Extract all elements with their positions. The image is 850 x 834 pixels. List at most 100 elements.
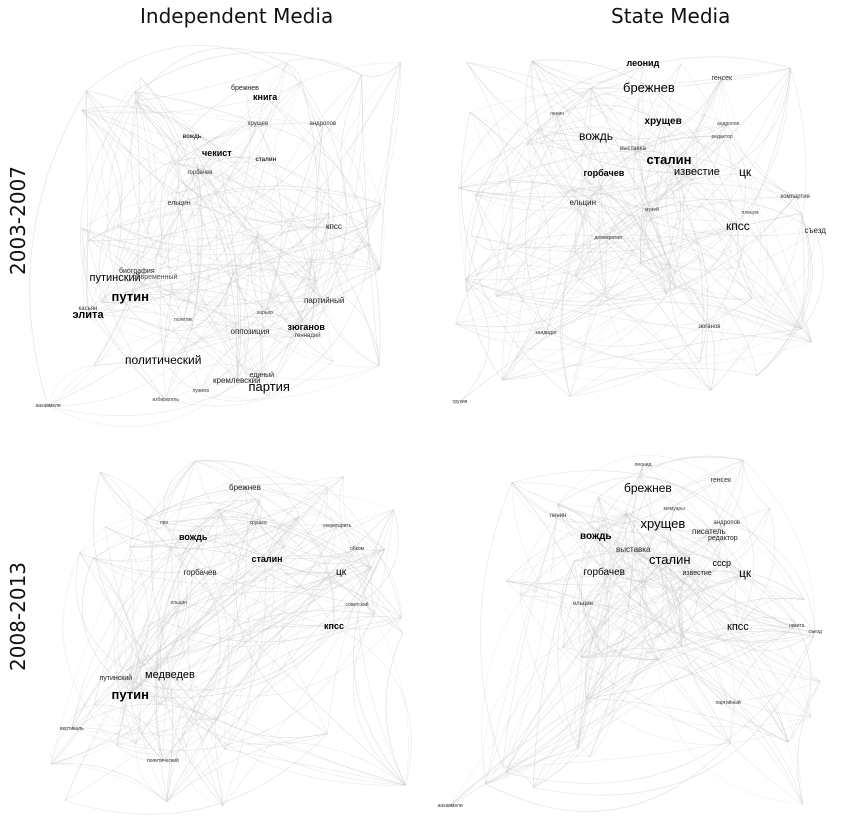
network-edge — [169, 674, 406, 786]
network-edge — [71, 724, 224, 806]
network-edge — [603, 572, 816, 642]
network-edge — [88, 239, 164, 361]
network-edge — [466, 135, 597, 291]
network-edge — [449, 508, 675, 807]
network-edge — [126, 670, 190, 721]
network-edge — [647, 487, 798, 627]
network-edge — [801, 230, 824, 329]
network-edge — [495, 296, 812, 343]
network-edge — [135, 743, 224, 806]
network-edge — [557, 515, 746, 575]
network-edge — [526, 86, 650, 145]
network-edge — [533, 562, 723, 788]
network-edge — [215, 476, 344, 806]
network-edge — [455, 287, 677, 351]
network-edge — [455, 269, 664, 324]
network-edge — [257, 499, 261, 524]
network-edge — [632, 531, 710, 566]
network-edge — [92, 499, 261, 562]
network-edge — [81, 228, 103, 303]
network-edge — [85, 308, 89, 316]
network-edge — [574, 657, 582, 750]
network-edge — [562, 646, 731, 743]
network-edge — [511, 482, 602, 537]
network-edge — [244, 487, 372, 568]
network-edge — [182, 719, 190, 746]
network-edge — [736, 225, 803, 330]
network-edge — [737, 597, 805, 628]
node-label: цк — [739, 566, 752, 580]
network-edge — [466, 62, 512, 297]
network-edge — [465, 279, 753, 347]
node-label: вождь — [580, 531, 612, 542]
network-edge — [633, 464, 644, 583]
network-edge — [581, 87, 607, 298]
network-edge — [162, 273, 234, 361]
network-edge — [170, 123, 259, 194]
network-edge — [71, 703, 218, 730]
network-edge — [188, 604, 358, 721]
network-edge — [88, 240, 167, 401]
network-edge — [87, 288, 309, 337]
node-label: съезд — [804, 226, 826, 235]
network-edge — [526, 126, 670, 160]
network-edge — [135, 100, 367, 227]
network-edge — [511, 482, 688, 557]
network-edge — [557, 504, 821, 682]
network-edge — [641, 582, 659, 660]
network-edge — [188, 528, 224, 806]
node-label: геннадий — [295, 333, 321, 339]
network-edge — [100, 471, 202, 532]
network-edge — [511, 482, 658, 660]
network-edge — [123, 81, 302, 293]
network-edge — [115, 677, 406, 786]
network-edge — [81, 110, 172, 194]
network-edge — [639, 604, 659, 660]
network-edge — [545, 171, 746, 334]
network-edge — [170, 81, 302, 194]
network-edge — [577, 575, 689, 750]
network-edge — [71, 704, 95, 730]
network-edge — [582, 136, 723, 208]
network-edge — [603, 136, 723, 174]
network-edge — [195, 460, 372, 568]
network-edge — [605, 288, 712, 391]
network-edge — [641, 63, 682, 295]
network-edge — [591, 67, 791, 89]
network-edge — [51, 674, 171, 765]
network-edge — [163, 518, 404, 634]
network-edge — [502, 742, 731, 767]
network-edges — [449, 455, 821, 812]
node-label: кпсс — [326, 222, 342, 231]
network-edge — [598, 497, 641, 605]
network-edge — [505, 522, 728, 773]
network-edge — [224, 571, 266, 750]
network-edge — [574, 121, 664, 277]
network-edge — [81, 90, 88, 111]
network-edge — [129, 619, 164, 762]
network-edge — [519, 522, 664, 596]
network-edge — [340, 548, 385, 574]
network-edge — [531, 60, 573, 190]
network-edge — [668, 158, 704, 363]
network-edge — [581, 528, 612, 658]
network-edge — [134, 52, 362, 92]
network-edge — [264, 312, 309, 337]
node-label: горбачев — [583, 567, 625, 578]
network-edge — [50, 704, 95, 765]
network-edge — [138, 545, 285, 661]
network-edge — [244, 487, 403, 634]
network-edge — [469, 92, 802, 214]
network-edge — [86, 239, 162, 316]
network-edge — [572, 77, 723, 190]
network-edge — [123, 225, 367, 293]
network-edge — [129, 546, 149, 695]
network-edge — [169, 572, 342, 676]
network-edge — [458, 187, 476, 196]
network-edge — [640, 263, 803, 330]
network-edge — [585, 698, 812, 745]
network-edge — [726, 522, 816, 633]
network-edge — [684, 638, 804, 805]
network-edge — [501, 209, 653, 381]
network-edge — [705, 326, 712, 391]
